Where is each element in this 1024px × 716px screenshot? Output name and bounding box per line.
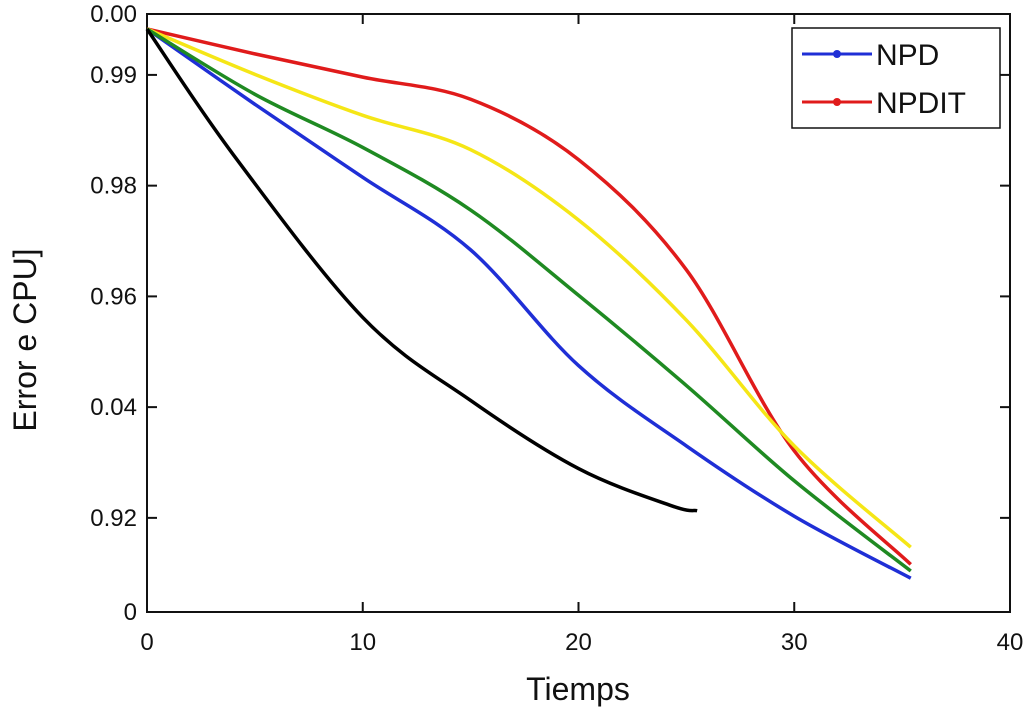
line-series — [146, 27, 912, 573]
y-tick-label: 0.00 — [90, 1, 137, 28]
y-tick-label: 0.92 — [90, 505, 137, 532]
x-axis-label: Tiemps — [526, 671, 630, 707]
x-tick-label: 20 — [565, 629, 592, 656]
x-tick-label: 40 — [997, 629, 1024, 656]
y-tick-label: 0 — [124, 599, 137, 626]
line-series — [146, 27, 912, 566]
legend-marker — [833, 50, 841, 58]
line-series — [145, 27, 698, 513]
legend-marker — [833, 98, 841, 106]
line-series — [146, 27, 912, 549]
y-tick-label: 0.04 — [90, 394, 137, 421]
legend-box — [791, 27, 1001, 129]
line-series — [145, 27, 912, 580]
legend-label: NPD — [876, 39, 939, 72]
y-axis-label: Error e CPU] — [7, 248, 43, 431]
y-tick-label: 0.98 — [90, 173, 137, 200]
x-tick-label: 10 — [349, 629, 376, 656]
legend-label: NPDIT — [876, 87, 966, 120]
y-tick-label: 0.96 — [90, 283, 137, 310]
y-tick-label: 0.99 — [90, 62, 137, 89]
x-tick-label: 30 — [781, 629, 808, 656]
x-tick-label: 0 — [140, 629, 153, 656]
